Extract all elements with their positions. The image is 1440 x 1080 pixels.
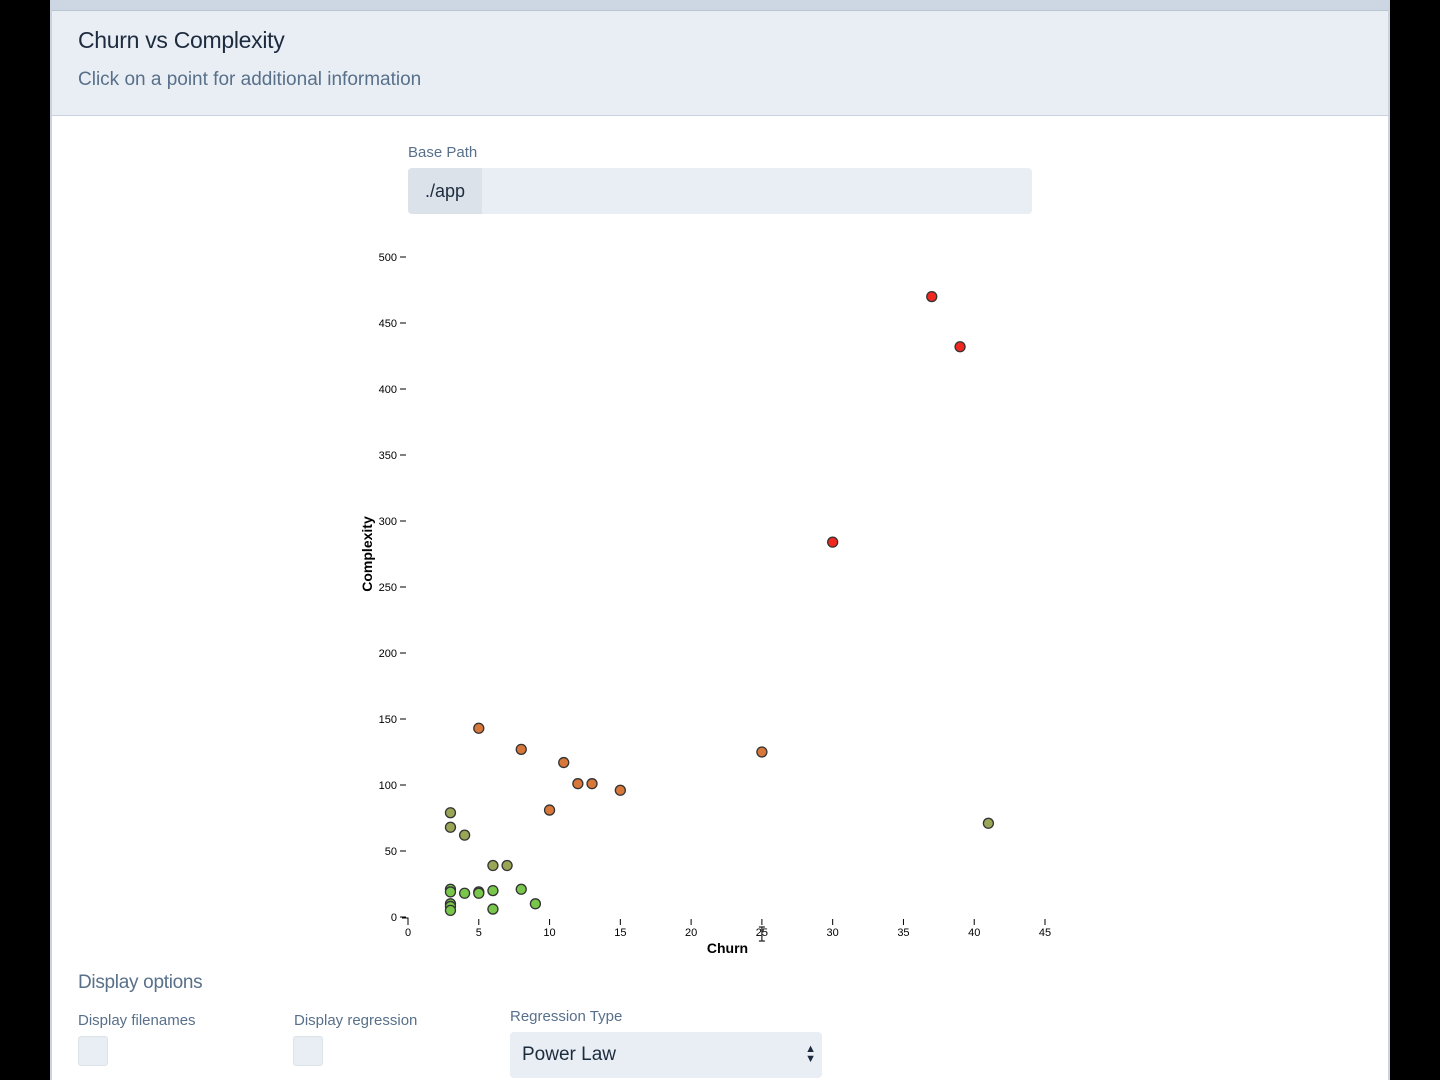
regression-type-select[interactable]: Power Law ▲ ▼ [510,1032,822,1078]
data-point [444,807,457,819]
y-tick-label: 250 [379,582,397,594]
data-point [487,859,499,872]
y-tick-label: 300 [379,516,397,528]
data-point [515,883,527,895]
regression-type-label: Regression Type [510,1008,623,1025]
data-point [473,722,485,734]
x-tick-label: 0 [405,927,411,939]
x-tick-label: 35 [897,927,909,939]
y-tick-label: 400 [379,384,397,396]
data-point [444,904,457,917]
display-filenames-label: Display filenames [78,1012,196,1029]
data-point [444,886,457,898]
chart-card: Churn vs Complexity Click on a point for… [50,0,1390,1080]
y-tick-label: 350 [379,450,397,462]
data-point [756,746,768,758]
y-tick-label: 500 [379,252,397,264]
page-subtitle: Click on a point for additional informat… [78,69,422,90]
data-point [827,536,839,548]
y-tick-label: 100 [379,780,397,792]
y-axis-title: Complexity [359,516,375,592]
display-regression-label: Display regression [294,1012,418,1029]
base-path-input[interactable] [482,168,1032,214]
base-path-label: Base Path [408,144,478,161]
data-point [529,898,542,910]
data-point [586,778,598,790]
y-tick-label: 0 [391,912,397,924]
text-cursor-icon [758,926,765,942]
data-point [458,887,471,899]
data-point [614,784,626,796]
x-tick-label: 5 [476,927,482,939]
x-tick-label: 30 [827,927,839,939]
data-point [501,859,513,872]
x-tick-label: 20 [685,927,697,939]
select-arrows-icon: ▲ ▼ [805,1043,816,1065]
regression-type-value: Power Law [522,1044,616,1065]
display-regression-checkbox[interactable] [293,1036,323,1066]
data-point [458,829,471,841]
data-point [487,903,499,915]
card-top-strip [52,0,1388,10]
display-filenames-checkbox[interactable] [78,1036,108,1066]
y-tick-label: 50 [385,846,397,858]
axis-origin [402,917,409,924]
data-point [543,804,556,816]
data-point [444,821,457,833]
y-tick-label: 450 [379,318,397,330]
data-point [572,778,584,790]
x-tick-label: 10 [543,927,555,939]
y-tick-label: 150 [379,714,397,726]
base-path-field: ./app [408,168,1032,214]
x-tick-label: 45 [1039,927,1051,939]
data-point [487,884,499,897]
x-tick-label: 15 [614,927,626,939]
x-axis-title: Churn [707,940,748,956]
x-tick-label: 40 [968,927,980,939]
y-tick-label: 200 [379,648,397,660]
base-path-prefix: ./app [408,168,482,214]
data-point [515,743,527,756]
data-point [954,341,966,353]
display-options-title: Display options [78,972,203,993]
data-point [558,756,570,769]
card-header: Churn vs Complexity Click on a point for… [52,10,1388,116]
data-point [473,887,485,899]
data-point [982,817,995,829]
data-point [926,290,938,303]
page-title: Churn vs Complexity [78,27,285,53]
